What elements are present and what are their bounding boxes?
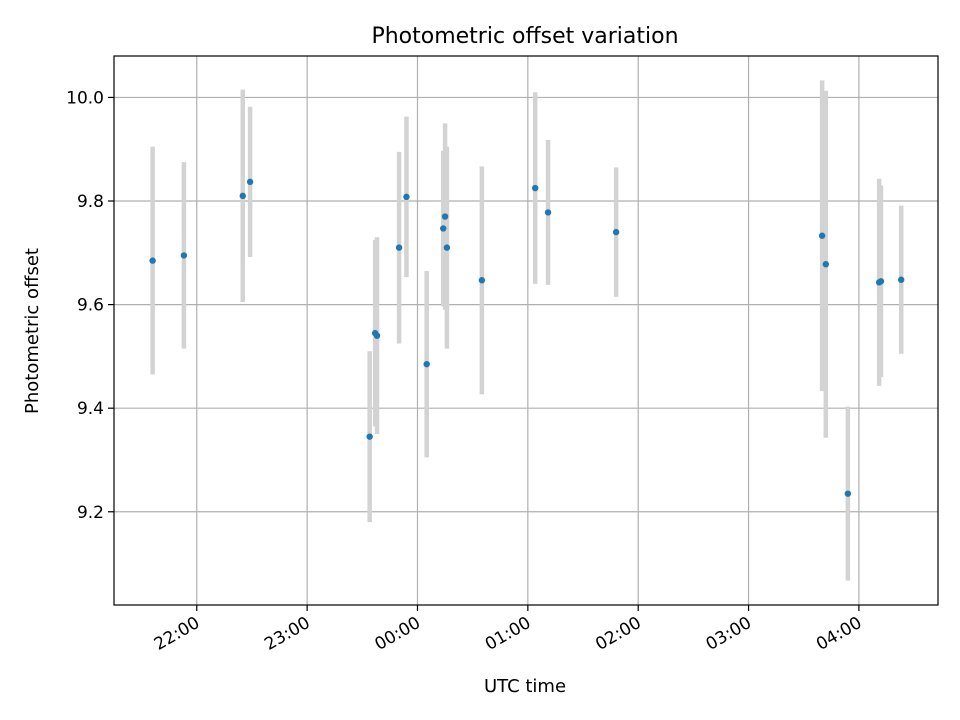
data-point [877, 278, 885, 285]
grid-lines [114, 56, 938, 605]
data-point [239, 192, 246, 200]
data-point [403, 193, 410, 201]
y-tick-label: 9.8 [77, 192, 104, 212]
data-point [478, 277, 486, 284]
data-point [246, 178, 254, 186]
x-axis-label: UTC time [484, 676, 566, 697]
y-tick-label: 10.0 [66, 88, 104, 108]
data-point [440, 225, 447, 232]
data-point [612, 228, 620, 236]
data-point [441, 213, 449, 220]
data-point [544, 209, 552, 216]
y-tick-label: 9.6 [77, 296, 104, 316]
data-point [373, 332, 381, 339]
data-point [844, 490, 852, 497]
y-axis: 9.2 9.4 9.6 9.8 10.0 [66, 88, 114, 523]
plot-frame [113, 55, 939, 606]
y-axis-label: Photometric offset [22, 248, 43, 414]
data-point [531, 184, 539, 192]
data-point [818, 232, 826, 239]
data-point [443, 244, 451, 251]
data-point [366, 433, 373, 440]
data-point [149, 257, 156, 264]
data-point [180, 252, 188, 259]
y-tick-label: 9.4 [77, 399, 104, 419]
data-point [822, 261, 830, 268]
data-point [395, 244, 403, 251]
y-tick-label: 9.2 [77, 503, 104, 523]
chart-title: Photometric offset variation [371, 24, 678, 49]
data-point [423, 360, 430, 368]
data-points [149, 178, 905, 497]
data-point [898, 276, 905, 283]
